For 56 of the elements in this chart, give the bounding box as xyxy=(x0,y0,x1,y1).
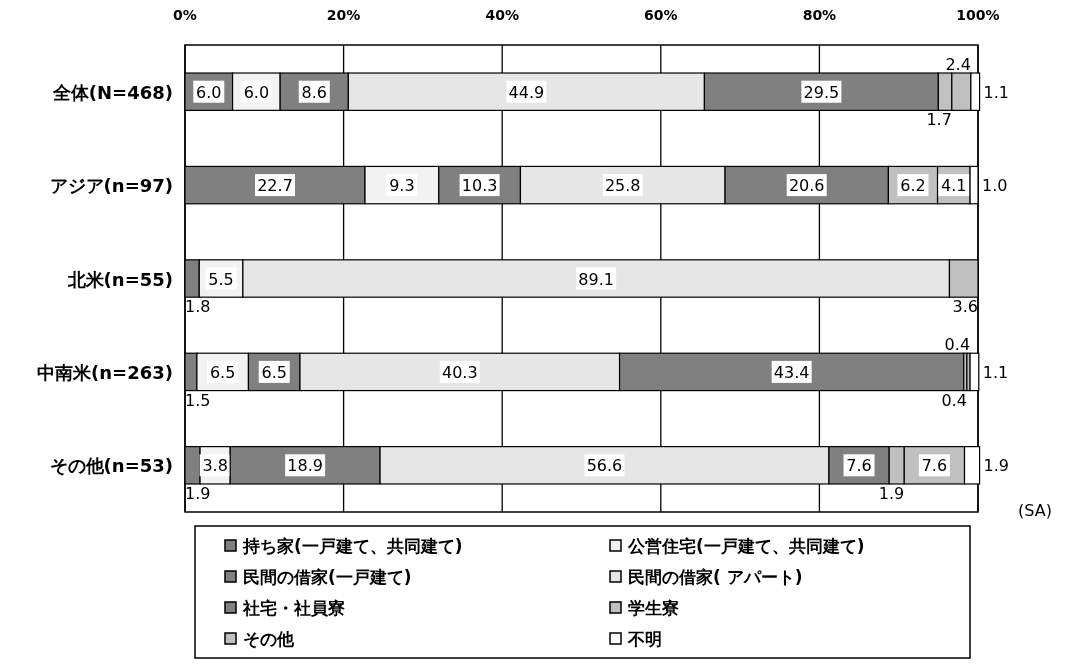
y-tick-label: 全体(N=468) xyxy=(51,81,173,103)
data-label: 20.6 xyxy=(788,176,825,196)
data-label: 1.7 xyxy=(926,110,952,130)
data-label: 44.9 xyxy=(508,82,545,102)
text: (SA) xyxy=(1018,501,1052,520)
x-tick-label: 100% xyxy=(956,7,1000,23)
data-label: 56.6 xyxy=(586,456,623,476)
data-label: 43.4 xyxy=(773,362,810,382)
legend-label: その他 xyxy=(243,629,295,649)
data-label: 89.1 xyxy=(578,269,614,289)
x-tick-label: 40% xyxy=(485,7,519,23)
data-label: 29.5 xyxy=(803,82,840,102)
data-label: 6.5 xyxy=(261,362,287,382)
y-tick-label: アジア(n=97) xyxy=(49,175,173,197)
data-label: 8.6 xyxy=(301,82,327,102)
data-label: 1.5 xyxy=(185,390,211,410)
data-label: 0.4 xyxy=(944,335,971,355)
data-label: 3.6 xyxy=(952,297,978,317)
data-label: 6.5 xyxy=(209,362,236,382)
data-label: 25.8 xyxy=(604,176,641,196)
data-label: 18.9 xyxy=(287,456,323,476)
data-label: 1.0 xyxy=(982,176,1008,196)
data-label: 1.1 xyxy=(983,82,1010,102)
data-label: 5.5 xyxy=(208,269,234,289)
data-label: 0.4 xyxy=(941,390,967,410)
legend-label: 民間の借家(一戸建て) xyxy=(243,567,412,587)
x-tick-label: 0% xyxy=(173,7,197,23)
data-label: 1.9 xyxy=(983,456,1010,476)
data-label: 10.3 xyxy=(461,176,498,196)
x-tick-label: 20% xyxy=(326,7,361,23)
data-label: 9.3 xyxy=(389,176,415,196)
legend-label: 持ち家(一戸建て、共同建て) xyxy=(242,536,463,556)
y-tick-label: その他(n=53) xyxy=(49,455,173,477)
data-label: 6.0 xyxy=(196,82,222,102)
data-label: 3.8 xyxy=(202,456,228,476)
legend-label: 不明 xyxy=(627,629,662,649)
legend-label: 民間の借家( アパート) xyxy=(628,567,803,587)
legend-label: 公営住宅(一戸建て、共同建て) xyxy=(627,536,865,556)
data-label: 1.8 xyxy=(185,297,211,317)
data-label: 1.9 xyxy=(185,483,211,503)
legend-label: 社宅・社員寮 xyxy=(242,598,345,618)
data-label: 7.6 xyxy=(846,456,872,476)
data-label: 7.6 xyxy=(921,456,948,476)
data-label: 6.2 xyxy=(900,176,926,196)
data-label: 1.9 xyxy=(878,483,905,503)
data-label: 6.0 xyxy=(243,82,270,102)
data-label: 40.3 xyxy=(441,362,478,382)
x-tick-label: 80% xyxy=(802,7,837,23)
data-label: 1.1 xyxy=(982,362,1009,382)
data-label: 2.4 xyxy=(945,55,971,75)
y-tick-label: 中南米(n=263) xyxy=(37,361,173,383)
data-label: 4.1 xyxy=(941,176,967,196)
y-tick-label: 北米(n=55) xyxy=(66,268,173,290)
x-tick-label: 60% xyxy=(644,7,678,23)
data-label: 22.7 xyxy=(257,176,293,196)
legend-label: 学生寮 xyxy=(628,598,679,618)
